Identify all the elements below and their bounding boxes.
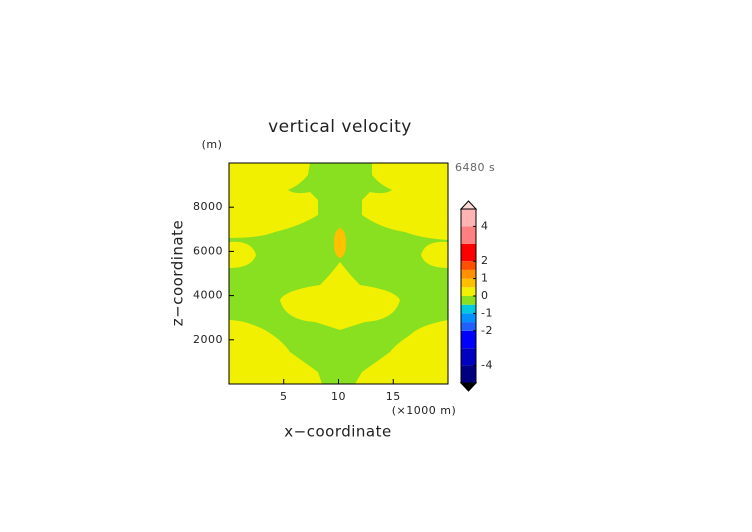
- y-tick-label: 8000: [193, 200, 223, 213]
- contour-region: [421, 241, 448, 268]
- y-tick-label: 2000: [193, 333, 223, 346]
- colorbar-band: [461, 330, 476, 349]
- colorbar-band: [461, 287, 476, 296]
- colorbar-under: [459, 382, 478, 392]
- colorbar-band: [461, 322, 476, 331]
- y-tick-label: 4000: [193, 289, 223, 302]
- colorbar-band: [461, 304, 476, 314]
- colorbar-tick-label: -2: [481, 324, 493, 337]
- y-unit: (m): [202, 138, 223, 151]
- contour-region: [229, 241, 256, 268]
- contour-region: [334, 228, 346, 258]
- colorbar-tick-label: 2: [481, 254, 489, 267]
- colorbar-band: [461, 278, 476, 288]
- y-axis-label: z−coordinate: [169, 220, 187, 326]
- colorbar-band: [461, 261, 476, 270]
- colorbar-tick-label: 4: [481, 219, 489, 232]
- colorbar-band: [461, 296, 476, 305]
- colorbar-tick-label: -4: [481, 359, 493, 372]
- x-tick-label: 10: [331, 390, 346, 403]
- colorbar-band: [461, 269, 476, 279]
- chart-title: vertical velocity: [268, 117, 412, 137]
- time-label: 6480 s: [455, 161, 495, 174]
- colorbar-tick-label: -1: [481, 306, 493, 319]
- colorbar-tick-label: 1: [481, 272, 489, 285]
- x-unit: (×1000 m): [392, 404, 457, 417]
- colorbar-band: [461, 348, 476, 366]
- x-tick-label: 5: [280, 390, 288, 403]
- colorbar-band: [461, 209, 476, 227]
- colorbar-band: [461, 243, 476, 262]
- colorbar-band: [461, 365, 476, 383]
- x-axis-label: x−coordinate: [284, 423, 391, 441]
- x-tick-label: 15: [386, 390, 401, 403]
- y-tick-label: 6000: [193, 244, 223, 257]
- colorbar-band: [461, 226, 476, 244]
- colorbar-tick-label: 0: [481, 289, 489, 302]
- colorbar-over: [459, 200, 478, 210]
- colorbar-band: [461, 313, 476, 323]
- contour-region: [280, 262, 400, 330]
